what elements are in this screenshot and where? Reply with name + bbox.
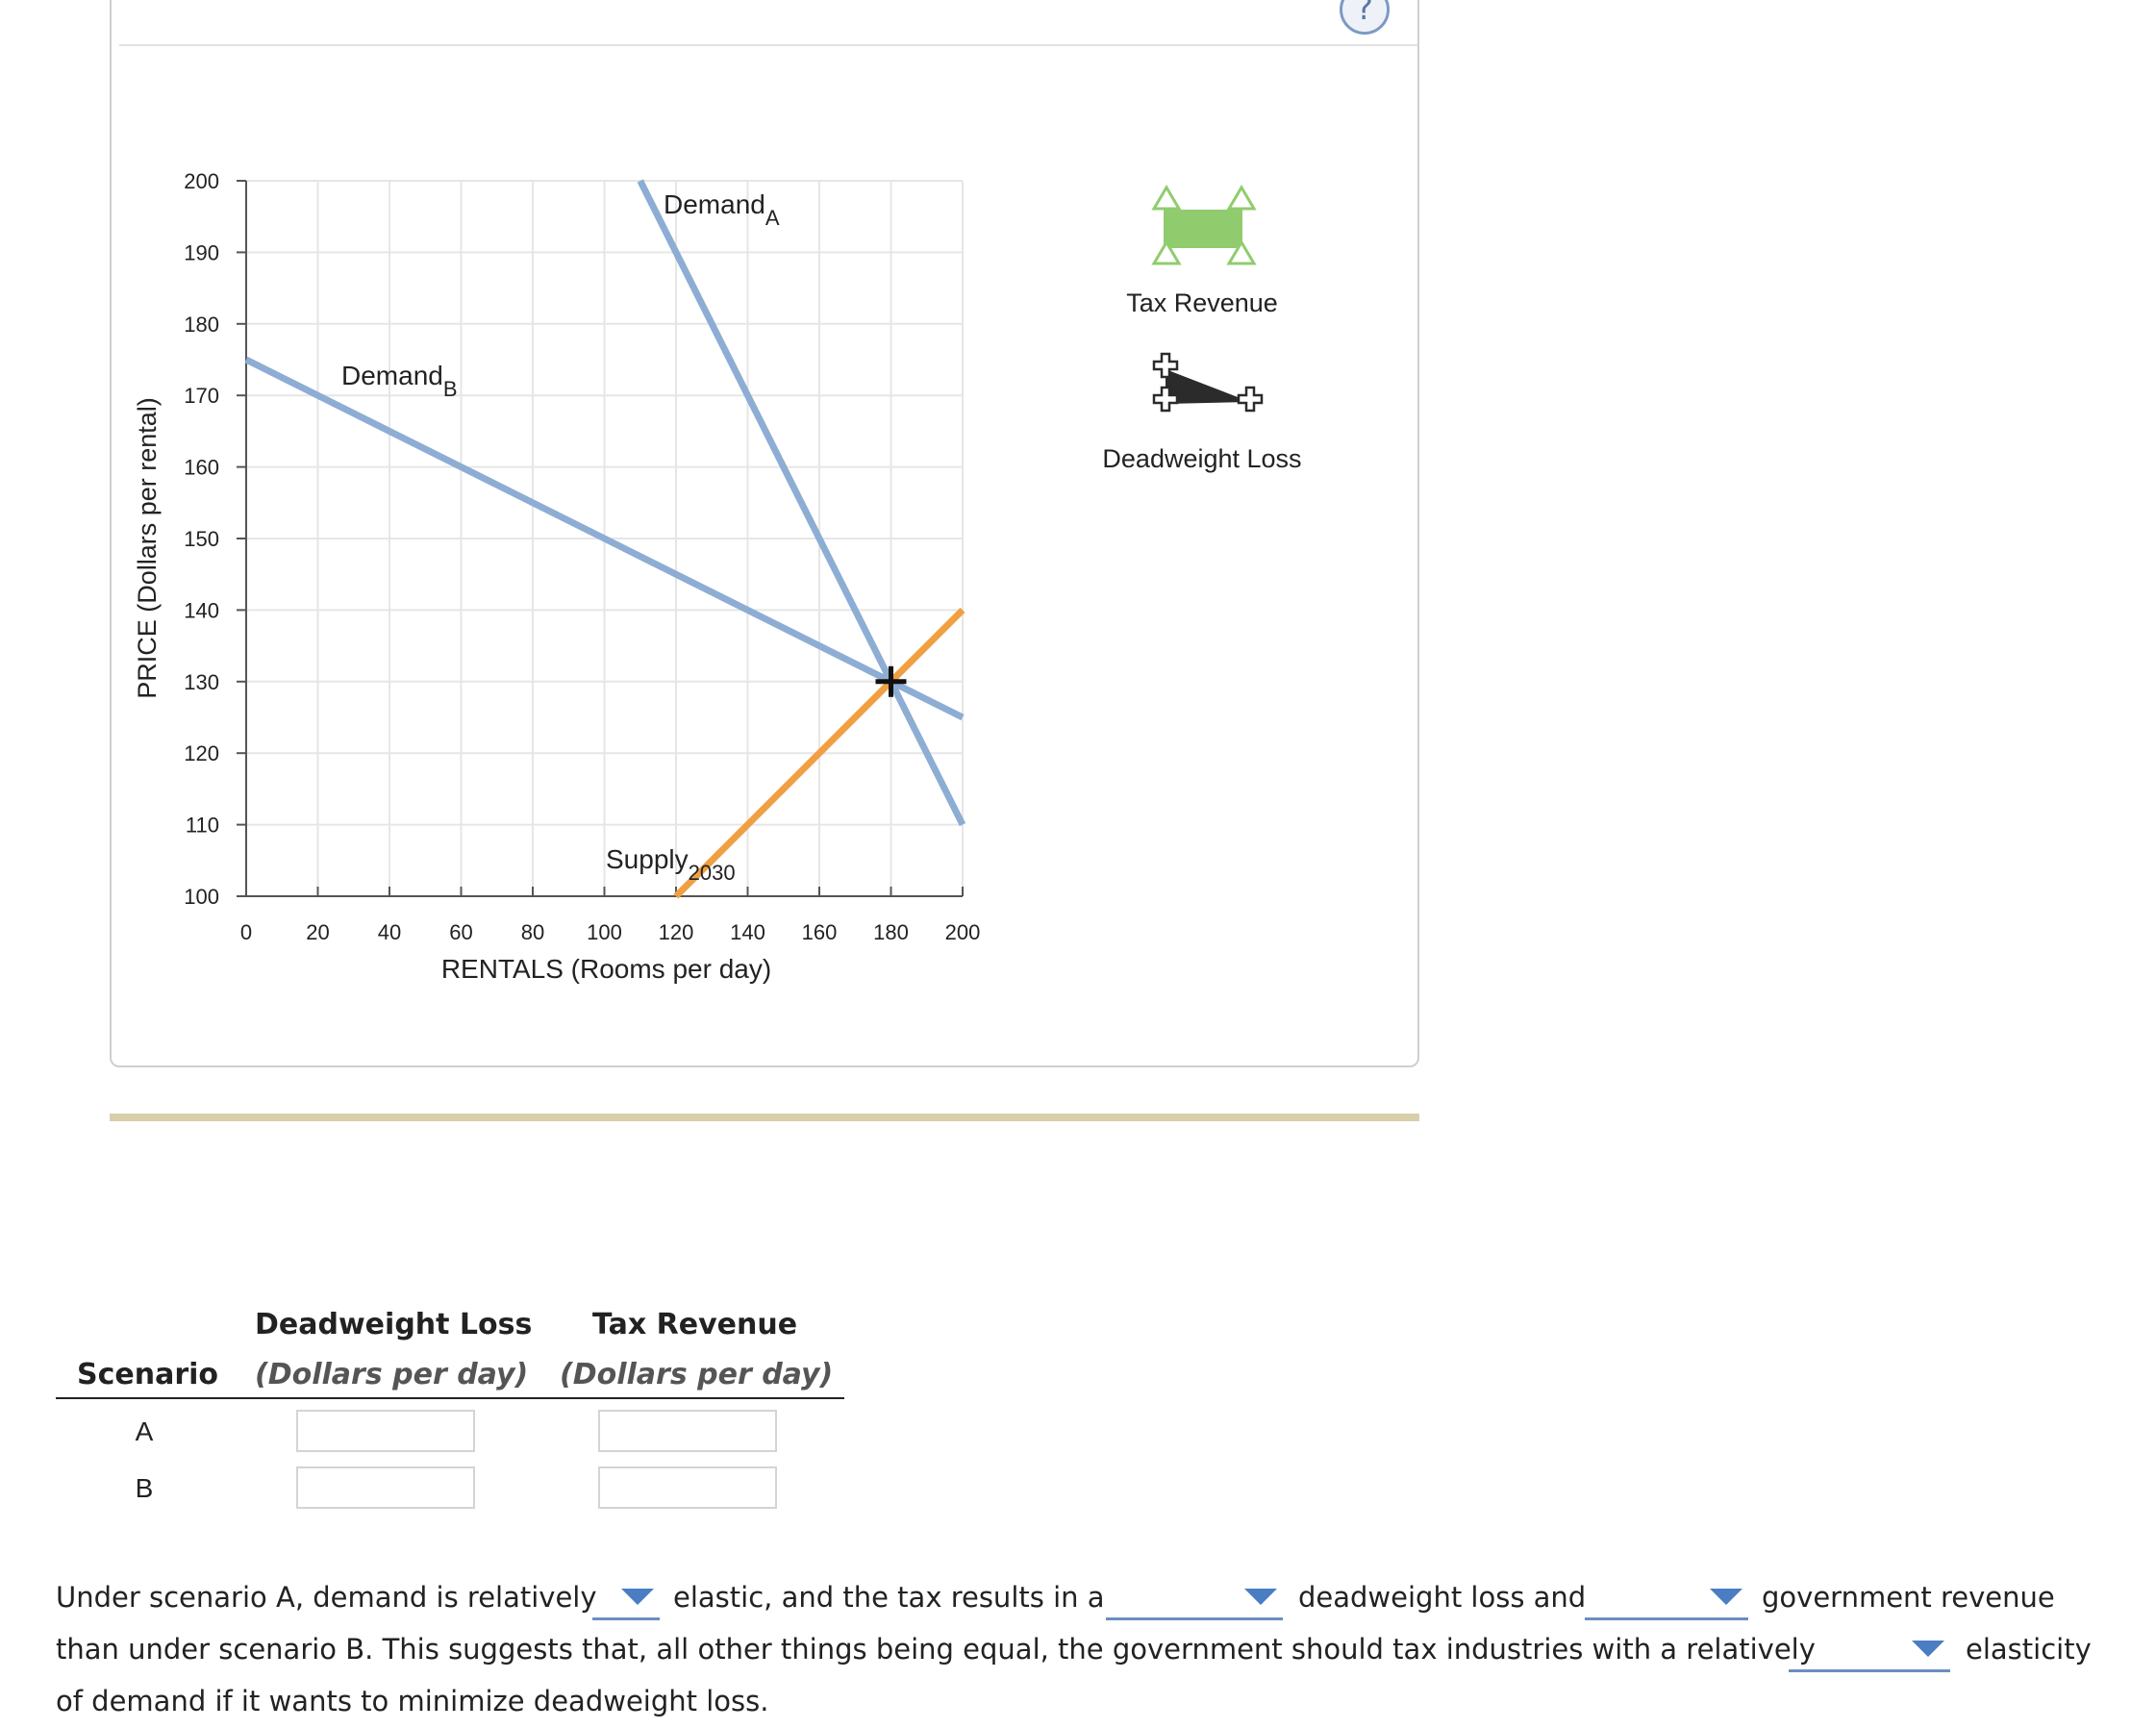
legend-tax-revenue-label: Tax Revenue (1126, 288, 1278, 317)
series-label-supply-2030: Supply2030 (606, 844, 736, 885)
section-separator (110, 1114, 1419, 1121)
help-button[interactable]: ? (1340, 0, 1390, 35)
row-label-b: B (135, 1473, 154, 1503)
paragraph-line-1c: deadweight loss and (1298, 1581, 1586, 1614)
tax-revenue-tool-icon (1151, 185, 1257, 265)
table-rule (56, 1397, 844, 1399)
dwl-plus-handle (1152, 352, 1179, 379)
x-tick-label: 120 (659, 920, 694, 944)
tax-input-a[interactable] (598, 1410, 777, 1452)
deadweight-size-dropdown[interactable] (1106, 1579, 1283, 1620)
elasticity-dropdown-1[interactable] (592, 1579, 660, 1620)
chart-axes: 100 110 120 130 140 150 160 170 180 190 200 0 20 40 60… (133, 169, 980, 984)
series-line-demand-b (244, 356, 965, 721)
y-axis-label: PRICE (Dollars per rental) (133, 397, 162, 699)
paragraph-line-1: Under scenario A, demand is relatively (56, 1581, 597, 1614)
tax-corner-handle (1151, 239, 1182, 265)
dwl-triangle (1166, 369, 1250, 404)
dropdown-arrow-icon (1912, 1641, 1944, 1657)
dwl-subheader: (Dollars per day) (255, 1358, 529, 1391)
series-line-demand-a (637, 179, 966, 827)
x-tick-label: 180 (873, 920, 909, 944)
dwl-header: Deadweight Loss (255, 1308, 533, 1341)
row-label-a: A (135, 1416, 154, 1446)
deadweight-loss-tool-icon (1152, 352, 1264, 413)
graph-panel (110, 0, 1419, 1067)
tax-subheader: (Dollars per day) (560, 1358, 834, 1391)
text-segment: of demand if it wants to minimize deadwe… (56, 1685, 769, 1717)
x-tick-label: 80 (521, 920, 544, 944)
x-tick-label: 140 (730, 920, 765, 944)
paragraph-line-1d: government revenue (1762, 1581, 2055, 1614)
x-tick-label: 160 (802, 920, 838, 944)
tax-corner-handle (1226, 239, 1257, 265)
y-tick-label: 140 (184, 598, 219, 622)
text-segment: than under scenario B. This suggests tha… (56, 1633, 1816, 1666)
x-tick-label: 100 (587, 920, 622, 944)
scenario-header: Scenario (77, 1358, 219, 1391)
text-segment: elastic, and the tax results in a (673, 1581, 1105, 1614)
chart-labels: DemandA DemandB Supply2030 (341, 189, 780, 885)
elasticity-dropdown-2[interactable] (1789, 1631, 1950, 1672)
y-tick-label: 190 (184, 240, 219, 264)
series-label-demand-a: DemandA (664, 189, 780, 230)
y-tick-label: 170 (184, 384, 219, 408)
x-tick-label: 200 (945, 920, 981, 944)
legend-icons (1151, 185, 1264, 413)
dropdown-arrow-icon (621, 1589, 654, 1605)
tax-corner-handle (1151, 185, 1182, 211)
tax-rect (1164, 210, 1242, 248)
paragraph-line-2: than under scenario B. This suggests tha… (56, 1633, 1816, 1666)
text-segment: elasticity (1966, 1633, 2092, 1666)
text-segment: deadweight loss and (1298, 1581, 1587, 1614)
y-tick-label: 160 (184, 456, 219, 480)
tax-header: Tax Revenue (592, 1308, 798, 1341)
x-tick-label: 60 (449, 920, 472, 944)
x-tick-label: 20 (306, 920, 329, 944)
y-tick-label: 110 (186, 814, 219, 838)
equilibrium-cross-icon (875, 665, 907, 697)
paragraph-line-2b: elasticity (1966, 1633, 2092, 1666)
y-tick-label: 120 (184, 741, 219, 765)
dwl-plus-handle (1152, 386, 1179, 413)
dropdown-arrow-icon (1244, 1589, 1277, 1605)
panel-divider (119, 44, 1417, 46)
tax-corner-handle (1226, 185, 1257, 211)
x-tick-label: 0 (240, 920, 252, 944)
y-tick-label: 100 (184, 885, 219, 909)
dwl-plus-handle (1237, 386, 1264, 413)
paragraph-line-1b: elastic, and the tax results in a (673, 1581, 1105, 1614)
dwl-input-b[interactable] (296, 1466, 475, 1509)
series-line-supply-2030 (673, 607, 965, 899)
dropdown-arrow-icon (1710, 1589, 1742, 1605)
y-tick-label: 180 (184, 313, 219, 337)
y-tick-label: 130 (184, 670, 219, 694)
series-label-demand-b: DemandB (341, 361, 458, 401)
dwl-input-a[interactable] (296, 1410, 475, 1452)
revenue-size-dropdown[interactable] (1585, 1579, 1748, 1620)
chart-series (244, 179, 966, 899)
y-tick-label: 200 (184, 169, 219, 193)
x-tick-label: 40 (378, 920, 401, 944)
y-tick-label: 150 (184, 527, 219, 551)
text-segment: government revenue (1762, 1581, 2055, 1614)
paragraph-line-3: of demand if it wants to minimize deadwe… (56, 1685, 768, 1717)
legend-deadweight-loss-label: Deadweight Loss (1102, 444, 1302, 473)
tax-input-b[interactable] (598, 1466, 777, 1509)
x-axis-label: RENTALS (Rooms per day) (441, 954, 771, 984)
text-segment: Under scenario A, demand is relatively (56, 1581, 597, 1614)
